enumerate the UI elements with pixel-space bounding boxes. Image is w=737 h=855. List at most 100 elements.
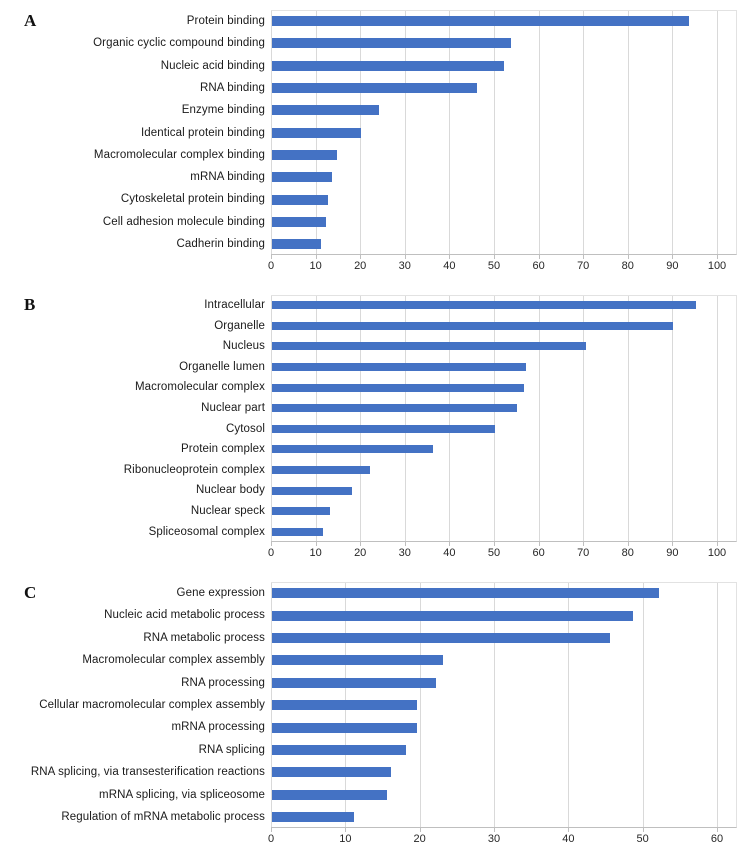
axis-tick-label: 30: [398, 260, 411, 272]
bar-row: Protein complex: [0, 439, 737, 460]
gridline: [717, 583, 718, 827]
gridline: [583, 11, 585, 254]
category-label: mRNA binding: [190, 171, 265, 184]
axis-tick: [271, 542, 272, 546]
bar: [272, 301, 696, 310]
bar: [272, 588, 659, 599]
bar-row: Nuclear body: [0, 480, 737, 501]
bar: [272, 466, 371, 475]
bar: [272, 194, 328, 205]
category-label: Cell adhesion molecule binding: [102, 215, 265, 228]
axis-tick: [627, 255, 629, 259]
bar: [272, 632, 611, 643]
panel-label: B: [24, 295, 36, 314]
bar-row: mRNA splicing, via spliceosome: [0, 784, 737, 806]
category-label: RNA processing: [181, 676, 265, 689]
category-label: RNA metabolic process: [143, 631, 265, 644]
gridline: [717, 296, 718, 541]
bar: [272, 83, 478, 94]
gridline: [672, 296, 674, 541]
axis-tick-label: 10: [309, 260, 322, 272]
axis-tick: [717, 828, 718, 832]
axis-tick-label: 100: [707, 260, 727, 272]
category-label: RNA splicing, via transesterification re…: [30, 766, 265, 779]
bar-row: Nuclear part: [0, 398, 737, 419]
bar: [272, 342, 587, 351]
category-label: Cadherin binding: [176, 238, 265, 250]
axis-tick: [583, 542, 585, 546]
gridline: [494, 11, 495, 254]
gridline: [449, 296, 451, 541]
category-label: RNA splicing: [198, 743, 265, 756]
category-label: Macromolecular complex assembly: [82, 654, 265, 667]
category-label: Nucleic acid metabolic process: [104, 609, 265, 622]
gridline: [538, 296, 540, 541]
category-label: Macromolecular complex: [134, 381, 265, 394]
x-axis: 0 10 20 30 40 50 60 70 80 90 100: [267, 255, 737, 275]
gridline: [271, 11, 272, 254]
bar-row: Cytoskeletal protein binding: [0, 188, 737, 210]
bar: [272, 105, 380, 116]
bar-row: Regulation of mRNA metabolic process: [0, 806, 737, 828]
gridline: [271, 296, 272, 541]
category-label: Cytoskeletal protein binding: [120, 193, 265, 206]
bar-row: Nucleic acid binding: [0, 55, 737, 77]
panel-label: C: [24, 583, 37, 602]
bar: [272, 610, 633, 621]
axis-tick: [271, 255, 272, 259]
category-label: Ribonucleoprotein complex: [123, 463, 265, 476]
axis-tick: [449, 255, 451, 259]
bar-row: RNA binding: [0, 77, 737, 99]
panel-a: A Protein binding Organic cyclic compound …: [0, 10, 737, 275]
bar-row: Macromolecular complex assembly: [0, 649, 737, 671]
axis-tick-label: 0: [267, 260, 275, 272]
axis-tick-label: 40: [443, 260, 456, 272]
axis-tick: [627, 542, 629, 546]
category-label: Gene expression: [176, 587, 265, 599]
category-label: Macromolecular complex binding: [93, 148, 265, 161]
bar-row: RNA processing: [0, 672, 737, 694]
panel-b: B Intracellular Organelle Nucleus Organelle …: [0, 295, 737, 562]
axis-tick: [583, 255, 585, 259]
bar-row: Spliceosomal complex: [0, 522, 737, 543]
axis-tick-label: 60: [710, 833, 724, 845]
axis-tick: [315, 255, 317, 259]
gridline: [404, 296, 406, 541]
category-label: Identical protein binding: [141, 126, 265, 139]
gridline: [449, 11, 451, 254]
axis-tick: [449, 542, 451, 546]
axis-tick-label: 60: [532, 547, 545, 559]
axis-tick: [404, 255, 406, 259]
axis-tick-label: 20: [354, 547, 367, 559]
x-axis: 0 10 20 30 40 50 60: [268, 828, 737, 848]
axis-tick-label: 20: [354, 260, 367, 272]
axis-tick-label: 50: [487, 260, 501, 272]
axis-tick: [404, 542, 406, 546]
category-label: Spliceosomal complex: [148, 525, 265, 538]
axis-tick-label: 30: [398, 547, 411, 559]
bar: [272, 424, 495, 433]
plot-area: [271, 295, 737, 542]
axis-tick: [494, 542, 495, 546]
bar-row: Organelle lumen: [0, 357, 737, 378]
bar: [272, 744, 406, 755]
axis-tick-label: 50: [636, 833, 649, 845]
bar: [272, 16, 689, 27]
bar: [272, 149, 337, 160]
bar-row: Cytosol: [0, 419, 737, 440]
axis-tick-label: 20: [413, 833, 426, 845]
axis-tick: [568, 828, 570, 832]
axis-tick: [538, 542, 540, 546]
axis-tick-label: 70: [577, 547, 590, 559]
axis-tick-label: 90: [666, 260, 679, 272]
axis-tick-label: 100: [707, 547, 727, 559]
bar-row: Cadherin binding: [0, 233, 737, 255]
bar-row: Nuclear speck: [0, 501, 737, 522]
bar-row: RNA metabolic process: [0, 627, 737, 649]
bar-row: Cellular macromolecular complex assembly: [0, 694, 737, 716]
bar-row: Identical protein binding: [0, 122, 737, 144]
gridline: [271, 583, 272, 827]
category-label: Cellular macromolecular complex assembly: [39, 699, 265, 711]
axis-tick-label: 80: [621, 260, 634, 272]
